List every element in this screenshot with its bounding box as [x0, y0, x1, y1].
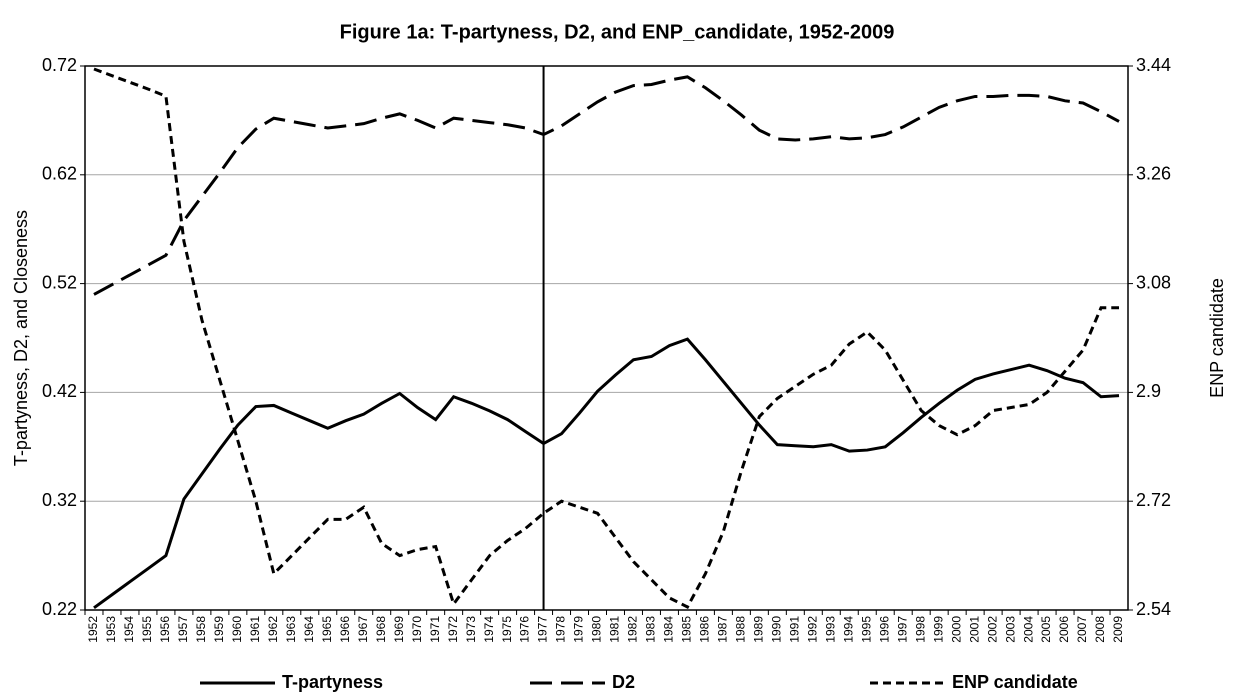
- x-tick-label: 1984: [662, 616, 676, 643]
- x-tick-label: 1971: [428, 616, 442, 643]
- x-tick-label: 2007: [1075, 616, 1089, 643]
- x-tick-label: 1988: [734, 616, 748, 643]
- x-tick-label: 1995: [859, 616, 873, 643]
- chart-title: Figure 1a: T-partyness, D2, and ENP_cand…: [340, 21, 895, 43]
- x-tick-label: 1966: [338, 616, 352, 643]
- x-tick-label: 1982: [626, 616, 640, 643]
- x-tick-label: 2002: [985, 616, 999, 643]
- y-axis-label: T-partyness, D2, and Closeness: [11, 210, 31, 466]
- legend-label: ENP candidate: [952, 672, 1078, 692]
- y-tick-label: 0.22: [42, 599, 77, 619]
- legend-label: T-partyness: [282, 672, 383, 692]
- y-tick-label: 0.72: [42, 55, 77, 75]
- x-tick-label: 1986: [698, 616, 712, 643]
- x-tick-label: 1992: [805, 616, 819, 643]
- x-tick-label: 1990: [770, 616, 784, 643]
- x-tick-label: 1989: [752, 616, 766, 643]
- x-tick-label: 1979: [572, 616, 586, 643]
- x-tick-label: 1954: [122, 616, 136, 643]
- x-tick-label: 1962: [266, 616, 280, 643]
- x-tick-label: 1960: [230, 616, 244, 643]
- series-line: [93, 337, 1120, 610]
- x-tick-label: 1958: [194, 616, 208, 643]
- x-tick-label: 2009: [1111, 616, 1125, 643]
- x-tick-label: 1976: [518, 616, 532, 643]
- x-tick-label: 1980: [590, 616, 604, 643]
- x-tick-label: 1983: [644, 616, 658, 643]
- x-tick-label: 1981: [608, 616, 622, 643]
- x-tick-label: 1996: [877, 616, 891, 643]
- legend-label: D2: [612, 672, 635, 692]
- x-tick-label: 1985: [680, 616, 694, 643]
- series-line: [93, 75, 1120, 296]
- y-tick-label: 0.62: [42, 164, 77, 184]
- x-tick-label: 1957: [176, 616, 190, 643]
- y2-tick-label: 3.08: [1136, 272, 1171, 292]
- plot-frame: [84, 65, 1129, 611]
- x-tick-label: 1999: [931, 616, 945, 643]
- x-tick-label: 1974: [482, 616, 496, 643]
- y2-tick-label: 2.54: [1136, 599, 1171, 619]
- x-tick-label: 1961: [248, 616, 262, 643]
- x-tick-label: 1993: [823, 616, 837, 643]
- x-tick-label: 1970: [410, 616, 424, 643]
- x-tick-label: 2001: [967, 616, 981, 643]
- y2-axis-label: ENP candidate: [1207, 278, 1227, 398]
- x-tick-label: 1969: [392, 616, 406, 643]
- x-tick-label: 2004: [1021, 616, 1035, 643]
- x-tick-label: 1994: [841, 616, 855, 643]
- y2-tick-label: 3.44: [1136, 55, 1171, 75]
- y-tick-label: 0.52: [42, 272, 77, 292]
- series-line: [93, 67, 1120, 609]
- y-tick-label: 0.42: [42, 381, 77, 401]
- x-tick-label: 1978: [554, 616, 568, 643]
- y2-tick-label: 2.72: [1136, 490, 1171, 510]
- y2-tick-label: 3.26: [1136, 164, 1171, 184]
- x-tick-label: 2006: [1057, 616, 1071, 643]
- y2-tick-label: 2.9: [1136, 381, 1161, 401]
- x-tick-label: 1977: [536, 616, 550, 643]
- x-tick-label: 1968: [374, 616, 388, 643]
- x-tick-label: 1959: [212, 616, 226, 643]
- x-tick-label: 1972: [446, 616, 460, 643]
- x-tick-label: 2000: [949, 616, 963, 643]
- y-tick-label: 0.32: [42, 490, 77, 510]
- x-tick-label: 1964: [302, 616, 316, 643]
- x-tick-label: 1965: [320, 616, 334, 643]
- x-tick-label: 1953: [104, 616, 118, 643]
- x-tick-label: 1963: [284, 616, 298, 643]
- x-tick-label: 1956: [158, 616, 172, 643]
- x-tick-label: 1997: [895, 616, 909, 643]
- x-tick-label: 1973: [464, 616, 478, 643]
- x-tick-label: 2003: [1003, 616, 1017, 643]
- x-tick-label: 1987: [716, 616, 730, 643]
- x-tick-label: 1998: [913, 616, 927, 643]
- x-tick-label: 1955: [140, 616, 154, 643]
- x-tick-label: 1967: [356, 616, 370, 643]
- x-tick-label: 1975: [500, 616, 514, 643]
- x-tick-label: 2008: [1093, 616, 1107, 643]
- x-tick-label: 1991: [787, 616, 801, 643]
- x-tick-label: 1952: [86, 616, 100, 643]
- x-tick-label: 2005: [1039, 616, 1053, 643]
